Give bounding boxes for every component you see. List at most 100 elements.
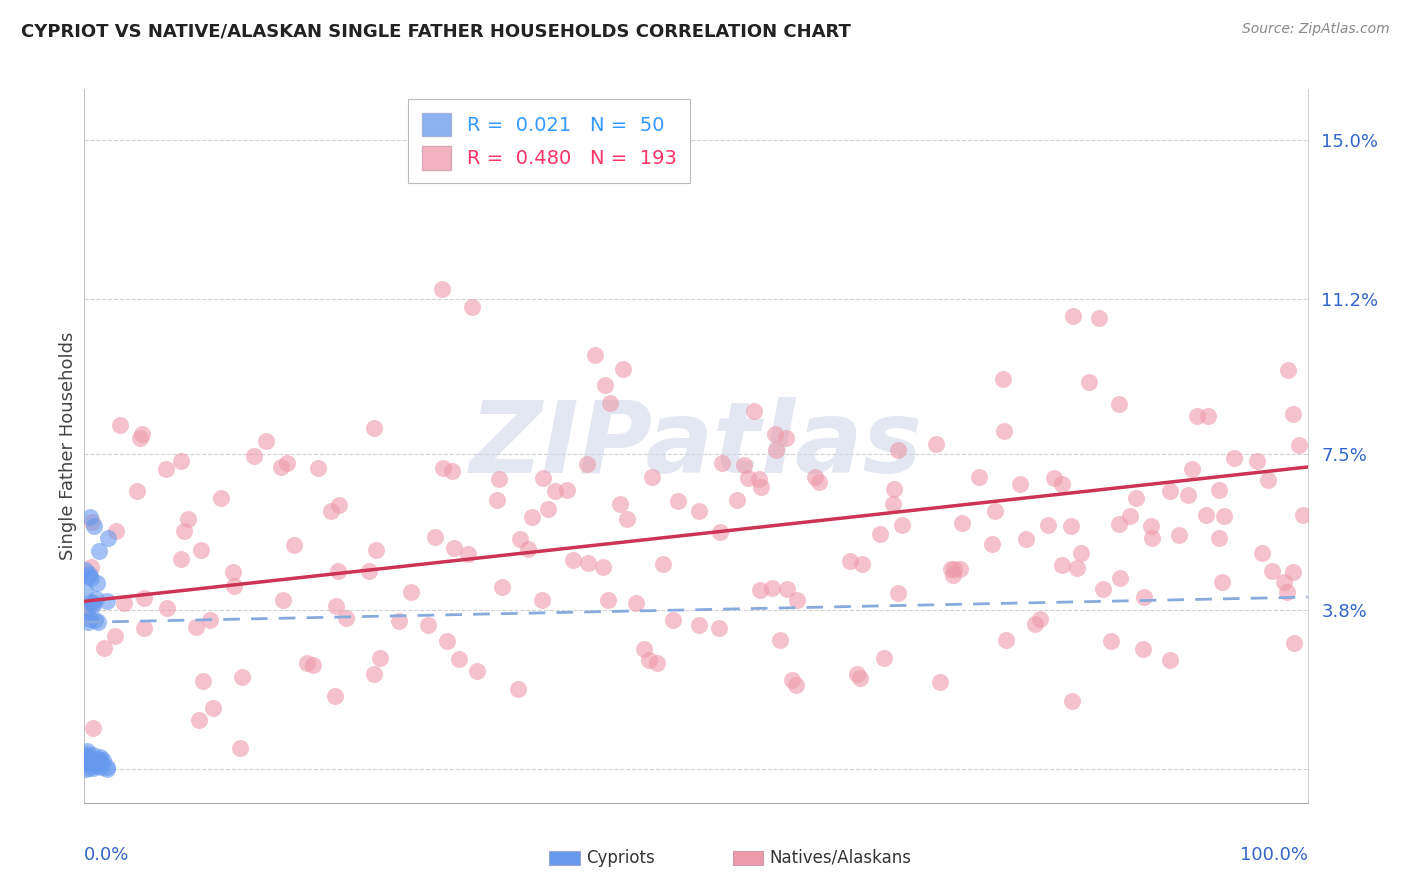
Point	[76, 756, 98, 770]
Point	[1108, 397, 1130, 411]
Point	[79, 756, 101, 770]
Point	[883, 483, 905, 497]
Point	[97, 532, 120, 546]
Point	[633, 642, 655, 657]
Point	[725, 492, 748, 507]
Point	[418, 618, 440, 632]
Point	[187, 713, 209, 727]
Point	[1159, 653, 1181, 667]
Point	[1282, 565, 1305, 579]
Point	[87, 754, 110, 768]
Point	[443, 541, 465, 556]
Point	[357, 564, 380, 578]
Point	[75, 563, 97, 577]
Point	[509, 533, 531, 547]
Point	[744, 404, 766, 418]
Point	[943, 562, 966, 576]
Point	[96, 762, 118, 776]
Point	[786, 592, 808, 607]
Point	[666, 494, 689, 508]
Point	[91, 753, 114, 767]
Point	[583, 348, 606, 362]
Point	[1038, 518, 1060, 533]
Point	[592, 560, 614, 574]
Point	[104, 629, 127, 643]
FancyBboxPatch shape	[550, 851, 579, 865]
Point	[254, 434, 277, 448]
Point	[191, 674, 214, 689]
Point	[328, 498, 350, 512]
Point	[808, 475, 831, 489]
Point	[1246, 454, 1268, 468]
Point	[1277, 584, 1299, 599]
Point	[84, 758, 107, 772]
Point	[942, 567, 965, 582]
Point	[132, 621, 155, 635]
Point	[1211, 575, 1233, 590]
Point	[1066, 561, 1088, 575]
FancyBboxPatch shape	[733, 851, 763, 865]
Point	[80, 560, 103, 574]
Point	[711, 456, 734, 470]
Point	[76, 601, 98, 615]
Point	[1177, 488, 1199, 502]
Point	[775, 431, 797, 445]
Point	[84, 591, 107, 606]
Point	[1223, 450, 1246, 465]
Point	[1050, 476, 1073, 491]
Point	[84, 755, 107, 769]
Point	[73, 582, 96, 597]
Text: 0.0%: 0.0%	[84, 846, 129, 863]
Point	[651, 557, 673, 571]
Point	[83, 613, 105, 627]
Point	[177, 512, 200, 526]
Point	[228, 741, 250, 756]
Point	[96, 760, 118, 774]
Point	[83, 518, 105, 533]
Point	[980, 537, 1002, 551]
Point	[1062, 309, 1084, 323]
Point	[846, 667, 869, 681]
Point	[283, 538, 305, 552]
Point	[506, 681, 529, 696]
Point	[949, 562, 972, 576]
Point	[595, 378, 617, 392]
Point	[1125, 491, 1147, 505]
Point	[993, 424, 1015, 438]
Point	[748, 472, 770, 486]
Point	[87, 753, 110, 767]
Point	[849, 671, 872, 685]
Point	[302, 657, 325, 672]
Point	[839, 554, 862, 568]
Point	[1197, 409, 1219, 423]
Point	[561, 552, 583, 566]
Point	[432, 461, 454, 475]
Point	[531, 593, 554, 607]
Point	[488, 472, 510, 486]
Point	[1108, 517, 1130, 532]
Point	[1042, 471, 1064, 485]
Point	[616, 511, 638, 525]
Point	[190, 542, 212, 557]
Point	[270, 460, 292, 475]
Point	[1261, 564, 1284, 578]
Text: Source: ZipAtlas.com: Source: ZipAtlas.com	[1241, 22, 1389, 37]
Point	[1257, 474, 1279, 488]
Point	[1087, 310, 1109, 325]
Point	[485, 492, 508, 507]
Point	[131, 426, 153, 441]
Point	[335, 611, 357, 625]
Point	[82, 747, 104, 762]
Point	[82, 721, 104, 735]
Point	[82, 598, 104, 612]
Point	[76, 750, 98, 764]
Point	[575, 457, 598, 471]
Point	[271, 593, 294, 607]
Point	[184, 620, 207, 634]
Point	[1282, 407, 1305, 421]
Point	[129, 431, 152, 445]
Point	[1078, 376, 1101, 390]
Point	[73, 748, 96, 763]
Point	[1108, 571, 1130, 585]
Point	[170, 552, 193, 566]
